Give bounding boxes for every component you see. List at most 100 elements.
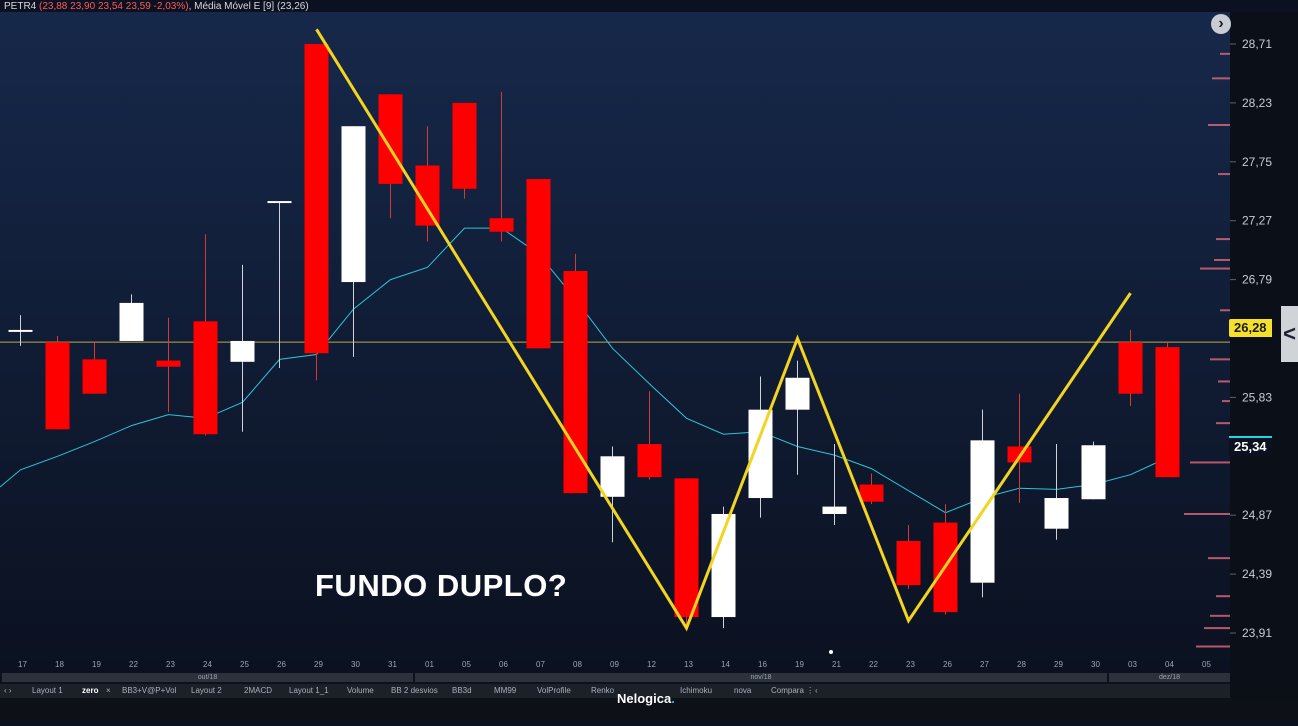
volume-profile-bar <box>1210 358 1230 361</box>
date-tick-label: 16 <box>758 660 767 669</box>
candle-body <box>45 342 70 430</box>
candle-body <box>304 44 329 354</box>
tab-ichimoku[interactable]: Ichimoku <box>680 686 713 695</box>
candle-body <box>1155 347 1180 478</box>
date-tick-label: 30 <box>351 660 360 669</box>
tab-bb-2-desvios[interactable]: BB 2 desvios <box>391 686 438 695</box>
price-tick-label: 27,75 <box>1242 155 1272 169</box>
candle-body <box>1081 445 1106 500</box>
brand-logo: Nelogica. <box>617 691 675 706</box>
month-label-dec: dez/18 <box>1109 673 1230 682</box>
tab-bb3-vwap-vol[interactable]: BB3+V@P+Vol <box>122 686 177 695</box>
candle-body <box>156 360 181 367</box>
candle-body <box>896 540 921 586</box>
candle-body <box>230 340 255 362</box>
price-tick-label: 23,91 <box>1242 626 1272 640</box>
legend-symbol: PETR4 <box>4 1 37 12</box>
current-price-badge: 26,28 <box>1229 319 1272 337</box>
brand-dot: . <box>671 691 675 706</box>
candle-body <box>489 218 514 232</box>
price-axis-ticks: 28,71 28,23 27,75 27,27 26,79 25,83 24,87 24,39… <box>1230 37 1272 640</box>
tab-mm99[interactable]: MM99 <box>494 686 517 695</box>
volume-profile-bar <box>1222 400 1230 403</box>
candle-body <box>193 321 218 435</box>
legend-indicator-value: (23,26) <box>276 1 309 12</box>
tab-volume[interactable]: Volume <box>347 686 374 695</box>
date-tick-label: 23 <box>906 660 915 669</box>
last-price-badge: 25,34 <box>1229 436 1272 456</box>
date-tick-label: 23 <box>166 660 175 669</box>
candle-body <box>119 302 144 341</box>
volume-profile-bar <box>1190 461 1230 464</box>
date-tick-label: 13 <box>684 660 693 669</box>
date-tick-label: 12 <box>647 660 656 669</box>
price-tick-label: 24,39 <box>1242 567 1272 581</box>
tab-layout-1-1[interactable]: Layout 1_1 <box>289 686 329 695</box>
legend-indicator: Média Móvel E [9] <box>194 1 275 12</box>
tab-renko[interactable]: Renko <box>591 686 615 695</box>
tab-layout-1[interactable]: Layout 1 <box>32 686 63 695</box>
date-tick-label: 05 <box>1202 660 1211 669</box>
volume-profile-bar <box>1218 380 1230 383</box>
tab-bb3d[interactable]: BB3d <box>452 686 472 695</box>
symbol-legend: PETR4 (23,88 23,90 23,54 23,59 -2,03%), … <box>4 1 309 12</box>
date-tick-label: 21 <box>832 660 841 669</box>
volume-profile-bar <box>1218 173 1230 176</box>
volume-profile-bar <box>1200 267 1230 270</box>
candle-body <box>1118 342 1143 394</box>
collapse-panel-icon[interactable]: < <box>1281 306 1298 362</box>
chevron-left-icon[interactable]: ‹ <box>815 686 818 695</box>
legend-sep: , <box>188 1 192 12</box>
tab-compara[interactable]: Compara ⋮ <box>771 686 815 695</box>
tab-zero[interactable]: zero <box>82 686 99 695</box>
close-icon[interactable]: × <box>106 686 111 695</box>
tab-2macd[interactable]: 2MACD <box>244 686 273 695</box>
volume-profile-bar <box>1184 512 1230 515</box>
candle-body <box>563 271 588 494</box>
date-tick-label: 27 <box>980 660 989 669</box>
price-tick-label: 28,23 <box>1242 96 1272 110</box>
tab-nova[interactable]: nova <box>734 686 752 695</box>
tab-layout-2[interactable]: Layout 2 <box>191 686 222 695</box>
candle-body <box>8 329 33 332</box>
layout-tabbar: ‹ › Layout 1 zero × BB3+V@P+Vol Layout 2… <box>0 684 1230 698</box>
candle-body <box>526 178 551 349</box>
date-tick-label: 14 <box>721 660 730 669</box>
volume-profile-bar <box>1204 627 1230 630</box>
volume-profile-bar <box>1220 52 1230 55</box>
volume-profile <box>1184 52 1230 648</box>
price-tick-label: 27,27 <box>1242 214 1272 228</box>
date-tick-label: 04 <box>1165 660 1174 669</box>
tab-nav-arrows[interactable]: ‹ › <box>4 686 12 695</box>
brand-name: Nelogica <box>617 691 672 706</box>
candle-body <box>785 377 810 410</box>
candle-body <box>267 201 292 204</box>
pattern-annotation: FUNDO DUPLO? <box>315 568 568 603</box>
date-tick-label: 09 <box>610 660 619 669</box>
date-tick-label: 29 <box>314 660 323 669</box>
date-tick-label: 24 <box>203 660 212 669</box>
price-tick-label: 26,79 <box>1242 273 1272 287</box>
date-tick-label: 30 <box>1091 660 1100 669</box>
volume-profile-bar <box>1196 645 1230 648</box>
legend-ohlc: (23,88 23,90 23,54 23,59 -2,03%) <box>39 1 189 12</box>
volume-profile-bar <box>1220 309 1230 312</box>
candle-body <box>378 94 403 184</box>
volume-profile-bar <box>1216 422 1230 425</box>
date-tick-label: 07 <box>536 660 545 669</box>
tab-volprofile[interactable]: VolProfile <box>537 686 571 695</box>
date-tick-label: 22 <box>129 660 138 669</box>
date-tick-label: 28 <box>1017 660 1026 669</box>
month-label-oct: out/18 <box>2 673 413 682</box>
date-tick-label: 29 <box>1054 660 1063 669</box>
date-tick-label: 06 <box>499 660 508 669</box>
candle-body <box>600 456 625 497</box>
chart-markers <box>829 650 833 654</box>
volume-profile-bar <box>1216 595 1230 598</box>
pattern-polyline <box>315 28 1132 632</box>
candle-body <box>1044 498 1069 529</box>
date-tick-label: 08 <box>573 660 582 669</box>
chevron-right-icon[interactable]: › <box>1211 14 1231 34</box>
